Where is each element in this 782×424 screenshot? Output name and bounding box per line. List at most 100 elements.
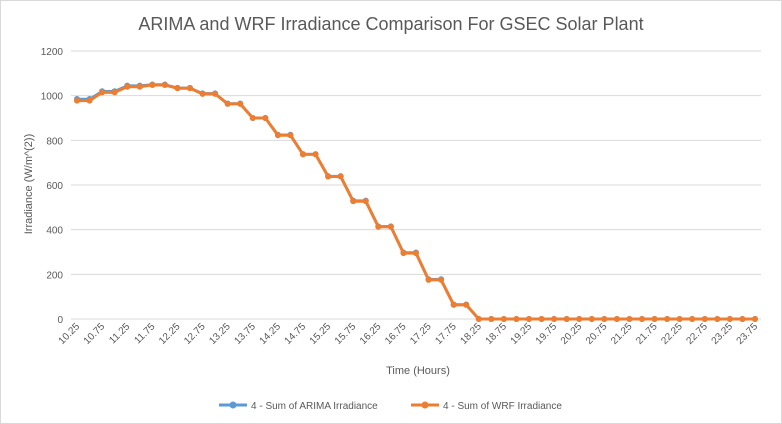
data-point (488, 316, 495, 322)
chart-title: ARIMA and WRF Irradiance Comparison For … (138, 14, 643, 34)
data-point (450, 301, 457, 308)
x-tick-label: 21.75 (634, 321, 660, 347)
data-point (99, 89, 106, 96)
x-tick-label: 18.25 (458, 321, 484, 347)
data-point (212, 90, 219, 97)
x-tick-label: 12.75 (182, 321, 208, 347)
data-point (300, 151, 306, 158)
y-tick-label: 800 (46, 136, 63, 147)
data-point (500, 316, 507, 322)
x-tick-label: 16.75 (383, 321, 409, 347)
data-point (438, 276, 445, 283)
data-point (626, 316, 633, 322)
x-tick-label: 17.25 (408, 321, 434, 347)
data-point (563, 316, 570, 322)
data-point (262, 115, 269, 121)
x-tick-label: 13.75 (232, 321, 258, 347)
data-point (676, 316, 683, 322)
x-tick-label: 14.75 (283, 321, 309, 347)
data-point (136, 83, 143, 90)
data-point (463, 301, 470, 308)
data-point (413, 250, 419, 257)
data-point (752, 316, 758, 322)
x-tick-label: 11.75 (132, 321, 157, 346)
data-point (576, 316, 583, 322)
data-point (714, 316, 721, 322)
data-point (337, 173, 344, 180)
y-tick-label: 400 (46, 226, 63, 237)
data-point (387, 223, 394, 230)
gridlines (71, 50, 761, 275)
data-point (639, 316, 645, 322)
data-point (664, 316, 671, 322)
data-point (199, 90, 206, 97)
data-point (174, 85, 181, 92)
x-tick-label: 16.25 (358, 321, 384, 347)
y-tick-label: 1200 (41, 47, 64, 58)
data-point (274, 132, 281, 139)
data-point (538, 316, 545, 322)
data-point (187, 85, 193, 92)
legend-item: 4 - Sum of ARIMA Irradiance (219, 401, 378, 412)
x-tick-label: 23.25 (710, 321, 736, 347)
x-tick-label: 22.25 (659, 321, 685, 347)
data-point (249, 115, 256, 121)
data-point (362, 198, 369, 205)
series-group (74, 81, 758, 322)
series-line (77, 83, 755, 321)
x-tick-label: 19.25 (509, 321, 535, 347)
x-tick-label: 15.75 (333, 321, 359, 347)
data-point (124, 83, 131, 90)
y-tick-label: 0 (57, 315, 63, 326)
data-point (425, 276, 432, 283)
x-tick-label: 11.25 (107, 321, 132, 346)
data-point (325, 173, 332, 180)
y-tick-label: 200 (46, 270, 63, 281)
x-axis-label: Time (Hours) (386, 365, 450, 377)
data-point (701, 316, 708, 322)
x-tick-label: 21.25 (609, 321, 635, 347)
data-point (726, 316, 733, 322)
data-point (513, 316, 520, 322)
x-tick-label: 17.75 (433, 321, 459, 347)
series-line (77, 83, 755, 321)
legend-swatch-marker (421, 401, 429, 409)
y-axis-label: Irradiance (W/m^(2)) (23, 134, 35, 235)
data-point (588, 316, 595, 322)
y-tick-label: 600 (46, 181, 63, 192)
data-point (312, 151, 319, 158)
x-tick-label: 20.75 (584, 321, 610, 347)
data-point (74, 97, 80, 104)
data-point (551, 316, 558, 322)
x-tick-label: 13.25 (207, 321, 233, 347)
y-axis-ticks: 0 200 400 600 800 1000 1200 (41, 47, 64, 326)
x-tick-label: 23.75 (735, 321, 761, 347)
x-axis-ticks: 10.25 10.75 11.25 11.75 12.25 12.75 13.25 13.75… (57, 321, 761, 347)
x-tick-label: 18.75 (484, 321, 510, 347)
data-point (475, 316, 482, 322)
series-arima (74, 81, 758, 322)
x-tick-label: 19.75 (534, 321, 560, 347)
data-point (161, 81, 168, 88)
x-tick-label: 14.25 (258, 321, 284, 347)
data-point (739, 316, 746, 322)
legend-label: 4 - Sum of WRF Irradiance (443, 401, 562, 412)
x-tick-label: 10.75 (82, 321, 108, 347)
data-point (149, 81, 156, 88)
data-point (86, 97, 93, 104)
data-point (287, 132, 294, 139)
x-tick-label: 22.75 (684, 321, 710, 347)
data-point (111, 89, 118, 96)
legend-swatch-marker (229, 401, 237, 409)
x-tick-label: 15.25 (308, 321, 334, 347)
legend-label: 4 - Sum of ARIMA Irradiance (251, 401, 378, 412)
data-point (613, 316, 620, 322)
y-tick-label: 1000 (41, 92, 64, 103)
legend-item: 4 - Sum of WRF Irradiance (411, 401, 562, 412)
data-point (601, 316, 608, 322)
data-point (375, 223, 382, 230)
data-point (350, 198, 357, 205)
data-point (526, 316, 532, 322)
data-point (400, 250, 407, 257)
